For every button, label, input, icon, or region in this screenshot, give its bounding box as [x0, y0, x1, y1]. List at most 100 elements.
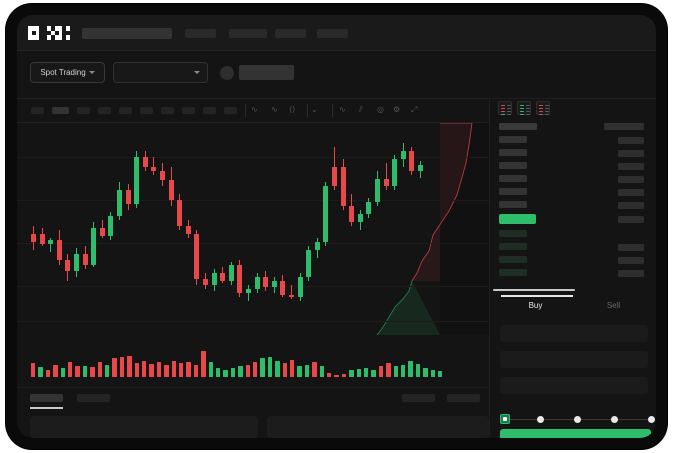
timeframe-button-2[interactable] — [52, 107, 69, 114]
timeframe-button-5[interactable] — [119, 107, 132, 114]
fullscreen-icon[interactable]: ⤢ — [411, 105, 418, 114]
submit-buy-button[interactable] — [500, 429, 651, 438]
chart-gridline-5 — [17, 321, 489, 322]
okx-logo[interactable] — [28, 26, 70, 40]
chart-gridline-3 — [17, 243, 489, 244]
order-total-field[interactable] — [500, 377, 648, 394]
pair-selector[interactable] — [113, 62, 208, 83]
indicators-icon[interactable]: ∿ — [251, 105, 258, 114]
slider-stop-4[interactable] — [647, 415, 655, 423]
candle — [306, 123, 312, 335]
candle-body — [211, 273, 217, 286]
candlestick-chart[interactable] — [17, 123, 489, 335]
timeframe-button-6[interactable] — [140, 107, 153, 114]
candle-body — [99, 227, 105, 236]
tab-open-orders[interactable] — [30, 394, 63, 402]
candle-wick — [385, 162, 387, 191]
measure-icon[interactable]: ⫽ — [359, 105, 363, 114]
tab-order-history[interactable] — [77, 394, 110, 402]
order-amount-field[interactable] — [500, 351, 648, 368]
alert-icon[interactable]: ⟨⟩ — [289, 105, 296, 114]
candle — [289, 123, 294, 335]
volume-bar — [208, 362, 213, 377]
volume-bar — [371, 369, 376, 377]
market-type-selector[interactable]: Spot Trading — [30, 62, 105, 83]
compare-icon[interactable]: ∿ — [271, 105, 278, 114]
volume-bar — [364, 368, 369, 377]
timeframe-button-7[interactable] — [161, 107, 174, 114]
nav-item-4[interactable] — [317, 29, 348, 38]
line-tool-icon[interactable]: ∿ — [339, 105, 346, 114]
timeframe-button-3[interactable] — [77, 107, 90, 114]
volume-bar — [105, 364, 110, 377]
app-screen: Spot Trading — [17, 15, 656, 438]
volume-bar — [127, 355, 132, 377]
toolbar-divider-3 — [332, 104, 333, 117]
nav-item-2[interactable] — [229, 29, 267, 38]
orderbook-bids-icon[interactable] — [517, 101, 531, 116]
orderbook-current-price[interactable] — [499, 214, 536, 224]
pair-ticker-bar: Spot Trading — [17, 51, 656, 126]
order-price-field[interactable] — [500, 325, 648, 342]
slider-stop-3[interactable] — [610, 415, 618, 423]
volume-bar — [327, 373, 332, 377]
orderbook-ask-amount — [618, 188, 644, 196]
candle — [254, 123, 260, 335]
candle — [177, 123, 183, 335]
percent-slider[interactable] — [500, 414, 655, 424]
candle-body — [142, 156, 148, 167]
candle-body — [134, 156, 140, 205]
timeframe-button-4[interactable] — [98, 107, 111, 114]
nav-search[interactable] — [82, 28, 172, 39]
settings-icon[interactable]: ⚙ — [393, 105, 401, 114]
candle — [237, 123, 243, 335]
nav-item-3[interactable] — [275, 29, 306, 38]
candle-body — [383, 178, 389, 187]
nav-item-1[interactable] — [185, 29, 216, 38]
candle-body — [151, 166, 157, 171]
orderbook-ask-row — [499, 188, 527, 195]
candle — [271, 123, 277, 335]
slider-stop-2[interactable] — [573, 415, 581, 423]
volume-bar — [415, 363, 421, 377]
tab-sell[interactable]: Sell — [606, 301, 621, 310]
candle — [392, 123, 398, 335]
volume-bar — [134, 363, 139, 377]
tab-buy[interactable]: Buy — [528, 301, 543, 310]
buy-tab-underline — [501, 295, 573, 297]
candle-body — [220, 273, 226, 282]
orders-content — [17, 411, 489, 438]
orders-card-left — [30, 416, 258, 438]
timeframe-button-9[interactable] — [203, 107, 216, 114]
orderbook-ask-amount — [618, 175, 644, 183]
candle-body — [366, 202, 372, 215]
candle-body — [228, 265, 234, 282]
orderbook-ask-amount — [618, 136, 644, 144]
timeframe-button-10[interactable] — [224, 107, 237, 114]
device-frame: Spot Trading — [6, 4, 667, 449]
candle-body — [289, 295, 294, 298]
orderbook-scrollbar[interactable] — [493, 289, 575, 291]
camera-icon[interactable]: ◎ — [377, 105, 384, 114]
slider-stop-1[interactable] — [536, 415, 544, 423]
orderbook-asks-icon[interactable] — [536, 101, 550, 116]
volume-bar — [75, 366, 80, 377]
volume-bar — [423, 368, 428, 377]
candle — [48, 123, 54, 335]
timeframe-button-8[interactable] — [182, 107, 195, 114]
chart-type-icon[interactable]: ⌄ — [311, 105, 318, 114]
orders-action-2[interactable] — [447, 394, 480, 402]
slider-handle[interactable] — [500, 414, 510, 424]
candle-body — [418, 164, 423, 171]
volume-bar — [82, 365, 88, 377]
candle-body — [400, 150, 406, 159]
orderbook-ask-row — [499, 162, 527, 169]
candle-body — [246, 289, 251, 294]
candle — [74, 123, 79, 335]
timeframe-button-1[interactable] — [31, 107, 44, 114]
orderbook-rows[interactable] — [490, 119, 656, 294]
orderbook-header-left — [499, 123, 537, 130]
orderbook-both-icon[interactable] — [498, 101, 512, 116]
volume-bar — [386, 363, 391, 377]
orders-action-1[interactable] — [402, 394, 435, 402]
